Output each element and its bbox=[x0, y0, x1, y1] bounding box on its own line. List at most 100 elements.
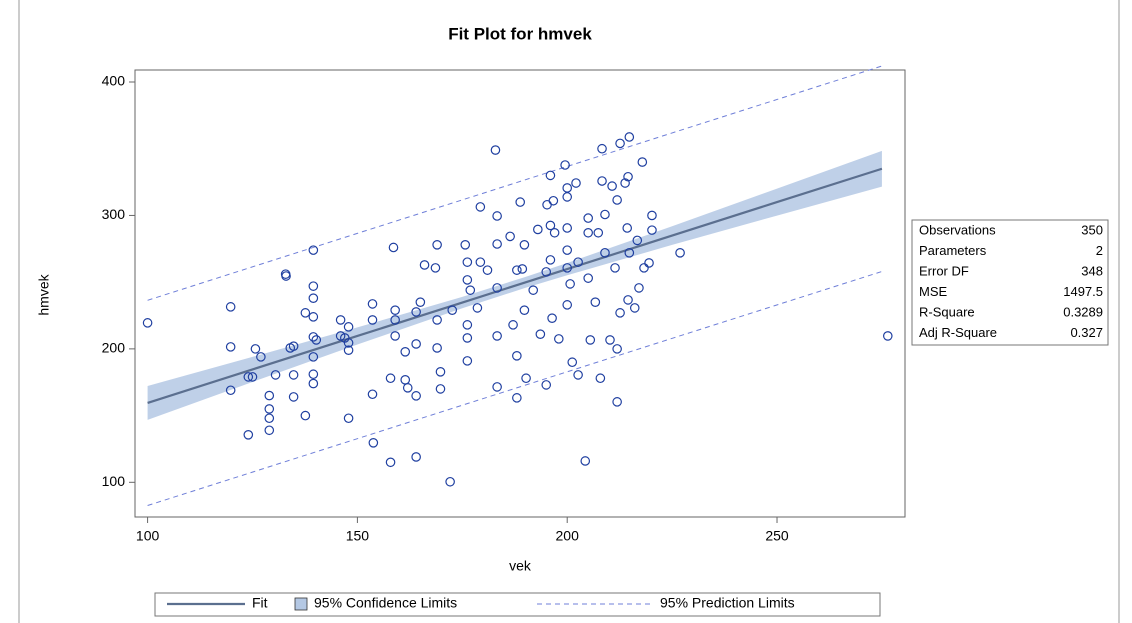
data-point bbox=[541, 380, 552, 390]
stat-value: 350 bbox=[1081, 222, 1103, 237]
data-point bbox=[583, 273, 593, 283]
data-point bbox=[519, 305, 530, 315]
data-point bbox=[882, 331, 893, 341]
data-point bbox=[600, 248, 610, 258]
data-point bbox=[335, 315, 346, 325]
data-point bbox=[419, 260, 430, 270]
data-point bbox=[300, 308, 311, 318]
data-point bbox=[562, 245, 573, 255]
stat-value: 2 bbox=[1096, 243, 1103, 258]
data-point bbox=[562, 223, 573, 233]
data-point bbox=[562, 300, 573, 310]
data-point bbox=[490, 145, 501, 155]
data-point bbox=[512, 351, 522, 361]
data-point bbox=[512, 265, 522, 275]
data-point bbox=[462, 275, 473, 285]
data-point bbox=[432, 239, 442, 250]
legend-label: 95% Prediction Limits bbox=[660, 595, 795, 611]
data-point bbox=[528, 285, 539, 295]
data-point bbox=[390, 315, 400, 325]
stat-label: Error DF bbox=[919, 263, 969, 278]
stat-label: MSE bbox=[919, 284, 948, 299]
stats-table bbox=[911, 219, 1109, 346]
data-point bbox=[388, 242, 399, 253]
data-point bbox=[447, 305, 458, 315]
data-point bbox=[308, 293, 319, 303]
data-point bbox=[288, 341, 299, 352]
data-point bbox=[435, 384, 446, 394]
data-point bbox=[567, 357, 578, 368]
fit-line bbox=[147, 167, 883, 404]
data-point bbox=[637, 157, 648, 167]
plot-area bbox=[134, 69, 906, 518]
data-point bbox=[311, 335, 322, 345]
data-point bbox=[400, 347, 411, 357]
data-point bbox=[541, 267, 552, 277]
data-point bbox=[432, 343, 442, 353]
legend-label: Fit bbox=[252, 595, 268, 611]
x-tick-label: 250 bbox=[765, 528, 789, 544]
x-tick-label: 100 bbox=[136, 528, 160, 544]
data-point bbox=[385, 457, 396, 468]
data-point bbox=[415, 297, 426, 307]
data-point bbox=[600, 209, 610, 220]
data-point bbox=[639, 263, 649, 273]
stat-value: 1497.5 bbox=[1063, 284, 1103, 299]
data-point bbox=[583, 227, 593, 238]
data-point bbox=[264, 425, 275, 436]
data-point bbox=[545, 170, 556, 181]
data-point bbox=[300, 410, 311, 421]
data-point bbox=[270, 370, 281, 380]
data-point bbox=[308, 245, 319, 255]
data-point bbox=[475, 257, 486, 267]
data-point bbox=[593, 227, 604, 238]
data-point bbox=[634, 283, 644, 293]
data-point bbox=[554, 334, 564, 344]
data-point bbox=[583, 213, 593, 223]
stat-value: 348 bbox=[1081, 263, 1103, 278]
data-point bbox=[256, 352, 266, 362]
data-point bbox=[547, 313, 557, 323]
data-point bbox=[647, 225, 657, 235]
data-point bbox=[562, 183, 573, 193]
data-point bbox=[615, 308, 625, 318]
data-point bbox=[492, 211, 502, 221]
data-point bbox=[492, 331, 502, 341]
data-point bbox=[462, 257, 473, 267]
data-point bbox=[411, 339, 421, 349]
data-point bbox=[472, 303, 483, 313]
data-point bbox=[288, 392, 299, 402]
data-point bbox=[519, 239, 530, 250]
data-point bbox=[565, 279, 575, 289]
data-point bbox=[508, 320, 518, 330]
data-point bbox=[505, 231, 515, 242]
data-point bbox=[512, 393, 522, 403]
data-point bbox=[615, 138, 625, 149]
data-point bbox=[250, 344, 261, 354]
y-tick-label: 200 bbox=[102, 340, 126, 356]
data-point bbox=[402, 383, 413, 393]
data-point bbox=[560, 160, 570, 170]
data-point bbox=[264, 404, 275, 414]
data-point bbox=[343, 345, 354, 356]
data-point bbox=[460, 239, 471, 250]
data-point bbox=[675, 248, 685, 258]
data-point bbox=[411, 307, 421, 317]
data-point bbox=[533, 224, 543, 235]
data-point bbox=[281, 271, 291, 281]
data-point bbox=[445, 476, 455, 487]
data-point bbox=[308, 352, 319, 362]
data-point bbox=[610, 263, 620, 273]
data-point bbox=[492, 283, 502, 293]
data-point bbox=[595, 373, 606, 384]
data-point bbox=[612, 195, 622, 205]
data-point bbox=[571, 178, 581, 188]
data-point bbox=[597, 176, 607, 186]
data-point bbox=[620, 178, 630, 188]
data-point bbox=[385, 373, 396, 384]
data-point bbox=[308, 312, 319, 322]
legend-label: 95% Confidence Limits bbox=[314, 595, 457, 611]
y-tick-label: 300 bbox=[102, 206, 126, 222]
data-point bbox=[343, 338, 354, 348]
